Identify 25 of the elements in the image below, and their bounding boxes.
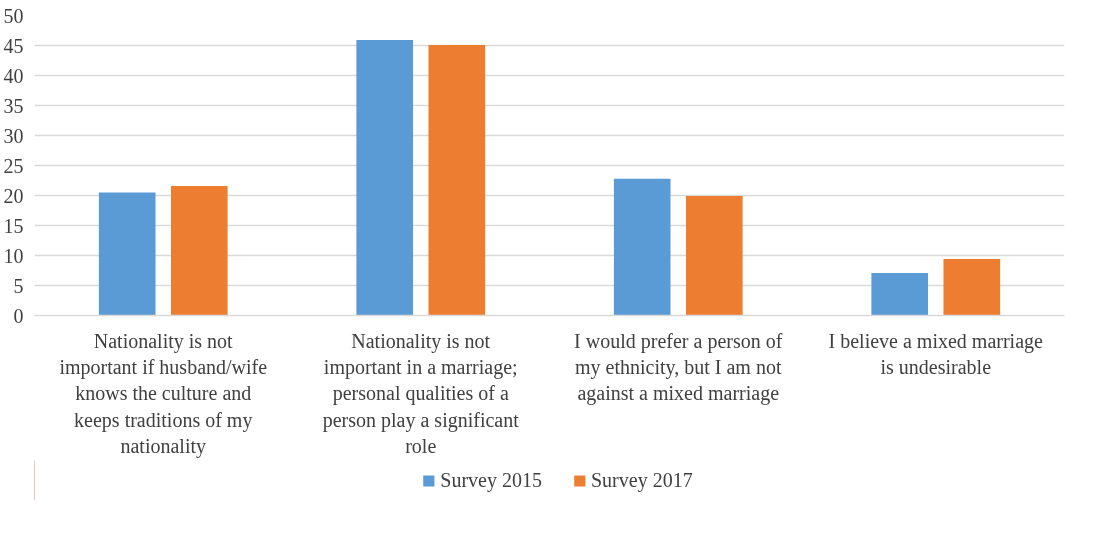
y-tick-label: 40 bbox=[3, 64, 24, 87]
bar bbox=[170, 185, 228, 316]
y-tick-label: 0 bbox=[13, 304, 24, 327]
y-tick-label: 35 bbox=[3, 94, 24, 117]
y-tick-label: 15 bbox=[3, 214, 24, 237]
bar bbox=[356, 40, 414, 316]
y-tick-label: 25 bbox=[3, 154, 24, 177]
x-tick-label: I believe a mixed marriage is undesirable bbox=[828, 329, 1044, 378]
bar bbox=[613, 178, 671, 316]
y-tick-label: 50 bbox=[3, 4, 24, 27]
bar bbox=[871, 272, 929, 316]
y-tick-label: 10 bbox=[3, 244, 24, 267]
bar bbox=[685, 196, 743, 316]
y-tick-label: 30 bbox=[3, 124, 24, 147]
bar bbox=[428, 44, 486, 316]
legend-label: Survey 2015 bbox=[440, 468, 542, 492]
bar bbox=[943, 259, 1001, 316]
legend-label: Survey 2017 bbox=[591, 468, 693, 492]
x-tick-label: Nationality is not important in a marriage; personal qualities of a person play a significant role bbox=[322, 329, 520, 458]
y-tick-label: 20 bbox=[3, 184, 24, 207]
y-tick-label: 5 bbox=[13, 274, 24, 297]
x-tick-label: Nationality is not important if husband/wife knows the culture and keeps traditions of my nationality bbox=[59, 329, 268, 459]
x-tick-label: I would prefer a person of my ethnicity, but I am not against a mixed marriage bbox=[574, 329, 783, 406]
y-tick-label: 45 bbox=[3, 34, 24, 57]
bar bbox=[98, 192, 156, 316]
